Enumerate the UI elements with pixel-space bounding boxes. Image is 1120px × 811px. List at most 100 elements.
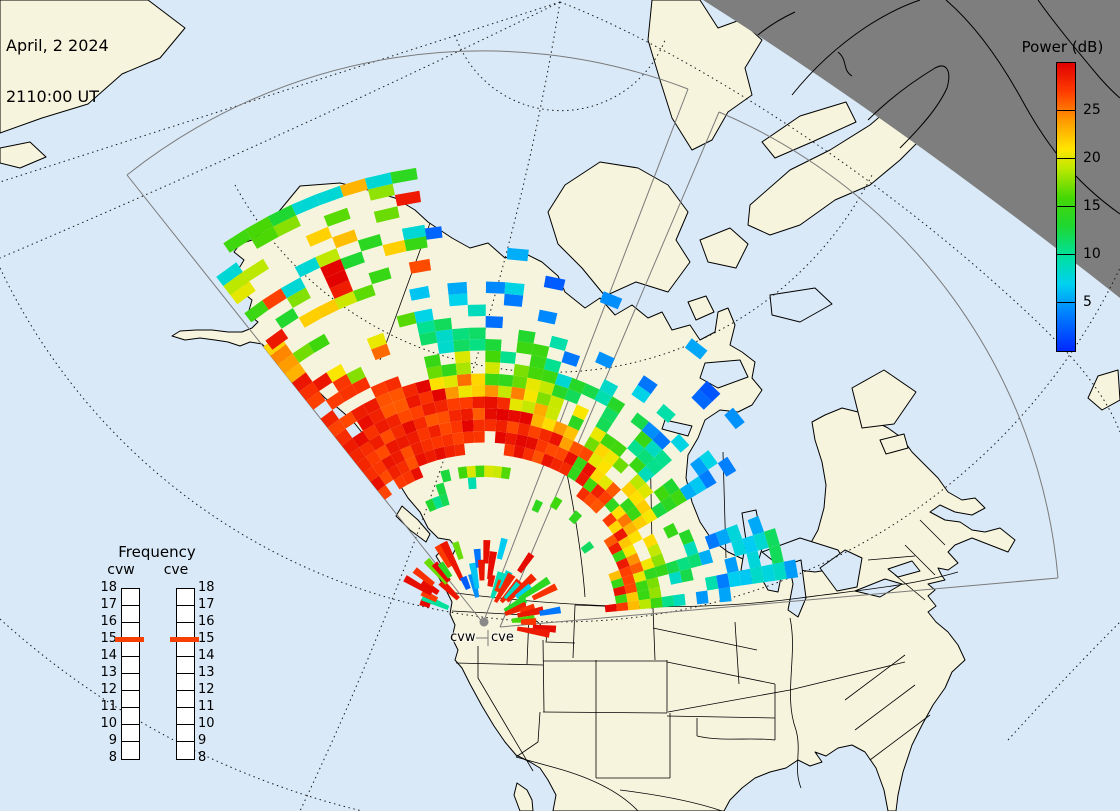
- radar-cell: [485, 373, 500, 386]
- radar-cell: [581, 383, 600, 400]
- colorbar-tick-line: [1057, 254, 1075, 255]
- frequency-scale-label-right: 10: [198, 716, 215, 731]
- radar-cell: [277, 353, 300, 374]
- radar-cell: [471, 373, 486, 386]
- radar-cell: [484, 419, 497, 432]
- graticule-line: [1007, 621, 1120, 741]
- radar-cell: [438, 579, 460, 601]
- radar-cell: [642, 533, 658, 549]
- landmass: [395, 505, 431, 543]
- radar-cell: [505, 573, 537, 603]
- lake: [699, 359, 749, 389]
- radar-cell: [326, 363, 347, 383]
- radar-cell: [529, 354, 547, 370]
- radar-cell: [646, 577, 660, 590]
- radar-cell: [503, 293, 524, 307]
- radar-cell: [378, 469, 394, 485]
- radar-cell: [420, 438, 434, 453]
- radar-cell: [315, 185, 344, 206]
- lake: [769, 287, 833, 323]
- radar-cell: [416, 320, 436, 335]
- radar-cell: [535, 439, 549, 454]
- radar-cell: [392, 398, 410, 414]
- radar-cell: [626, 552, 641, 566]
- radar-cell: [533, 402, 549, 418]
- radar-cell: [626, 591, 639, 603]
- radar-cell: [587, 452, 604, 469]
- radar-cell: [373, 206, 400, 223]
- frequency-scale-label-left: 14: [100, 648, 117, 663]
- admin-border: [869, 714, 931, 761]
- radar-cell: [308, 333, 330, 353]
- radar-cell: [624, 582, 638, 594]
- radar-cell: [516, 626, 551, 638]
- frequency-rung: [177, 605, 194, 606]
- radar-cell: [621, 481, 638, 498]
- radar-cell: [506, 421, 520, 435]
- radar-cell: [583, 492, 598, 508]
- radar-cell: [699, 380, 721, 402]
- radar-cell: [705, 575, 719, 591]
- radar-cell: [558, 436, 574, 452]
- radar-cell: [629, 473, 646, 491]
- radar-cell: [727, 571, 742, 588]
- radar-cell: [683, 540, 699, 557]
- radar-cell: [548, 395, 565, 411]
- radar-cell: [298, 307, 322, 328]
- landmass: [647, 0, 763, 151]
- radar-cell: [661, 595, 675, 608]
- radar-cell: [627, 439, 645, 457]
- radar-cell: [628, 456, 646, 474]
- radar-cell: [284, 362, 306, 383]
- radar-cell: [396, 312, 417, 328]
- radar-cell: [651, 502, 668, 519]
- radar-cell: [485, 362, 501, 374]
- radar-cell: [473, 419, 485, 432]
- landmass: [1087, 369, 1120, 411]
- radar-cell: [420, 579, 440, 595]
- landmass: [761, 101, 857, 159]
- admin-border: [515, 756, 639, 811]
- radar-cell: [223, 271, 250, 296]
- radar-cell: [676, 556, 691, 572]
- frequency-rung: [177, 707, 194, 708]
- radar-cell: [437, 561, 453, 579]
- radar-cell: [409, 405, 425, 420]
- frequency-scale-label-left: 16: [100, 614, 117, 629]
- radar-cell: [504, 282, 525, 296]
- radar-cell: [640, 557, 655, 571]
- radar-cell: [768, 544, 784, 565]
- radar-cell: [497, 385, 512, 399]
- frequency-rung: [177, 622, 194, 623]
- radar-cell: [431, 561, 451, 583]
- radar-cell: [352, 430, 370, 448]
- night-terminator-region: [703, 0, 1120, 298]
- radar-cell: [291, 372, 313, 392]
- radar-cell: [535, 391, 552, 407]
- colorbar-tick-label: 20: [1083, 150, 1101, 166]
- radar-cell: [704, 532, 721, 550]
- radar-cell: [363, 397, 381, 415]
- frequency-rung: [177, 690, 194, 691]
- radar-cell: [531, 583, 558, 601]
- radar-cell: [531, 450, 545, 465]
- radar-backscatter-data: [216, 167, 799, 638]
- radar-cell: [512, 375, 528, 389]
- radar-cell: [496, 537, 508, 560]
- radar-cell: [495, 419, 508, 433]
- admin-border: [904, 544, 936, 576]
- radar-cell: [619, 565, 633, 578]
- active-frequency-marker: [170, 637, 199, 642]
- admin-border: [844, 654, 906, 701]
- lake: [661, 419, 693, 437]
- radar-cell: [350, 404, 369, 422]
- frequency-scale-label-right: 11: [198, 699, 215, 714]
- radar-cell: [405, 430, 421, 446]
- radar-cell: [334, 428, 353, 446]
- radar-cell: [324, 269, 349, 289]
- radar-cell: [356, 456, 373, 473]
- radar-cell: [390, 449, 406, 465]
- lake: [887, 560, 921, 578]
- radar-cell: [567, 414, 585, 431]
- radar-cell: [575, 471, 590, 487]
